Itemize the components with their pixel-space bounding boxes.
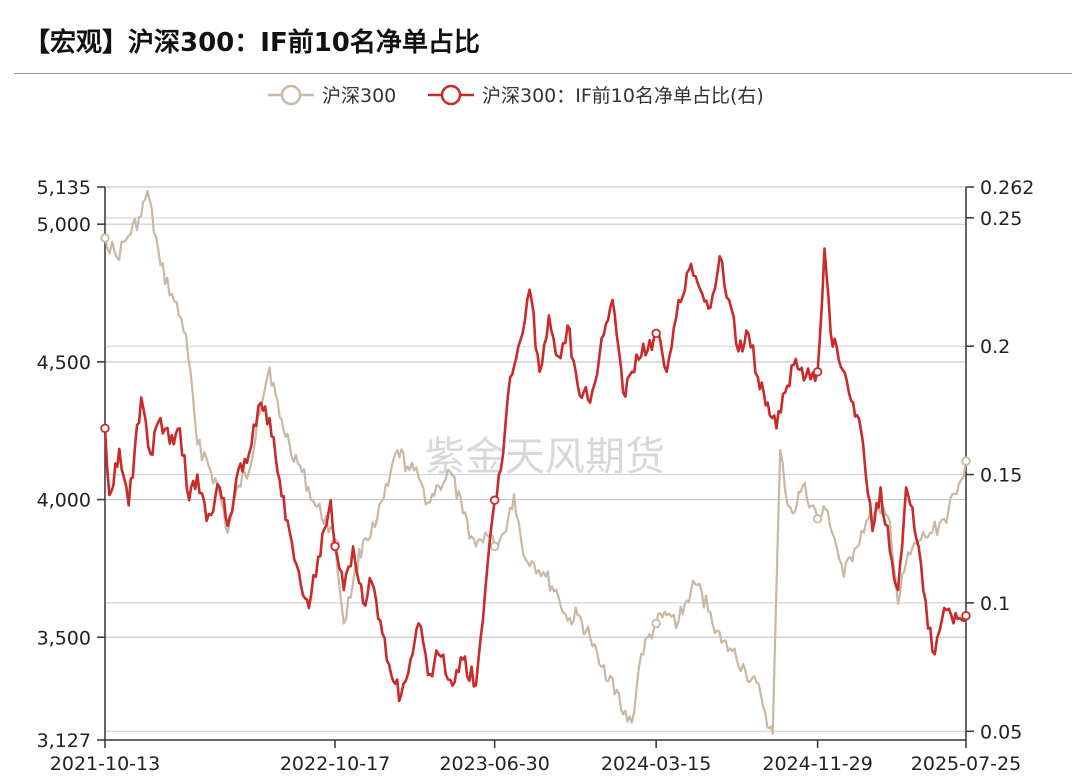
x-tick-label: 2024-11-29 [762, 753, 872, 775]
series-layer [100, 190, 971, 735]
data-point [651, 618, 661, 629]
y-tick-label-left: 5,135 [37, 177, 91, 199]
legend-label: 沪深300：IF前10名净单占比(右) [482, 85, 764, 107]
watermark-layer: 紫金天风期货 [425, 434, 665, 480]
series-line-ratio [103, 247, 968, 703]
data-point [961, 456, 971, 466]
data-point [651, 328, 661, 339]
data-point [489, 541, 500, 552]
y-tick-label-left: 3,127 [37, 730, 91, 752]
y-tick-label-right: 0.2 [980, 336, 1010, 358]
data-point [812, 514, 823, 524]
data-point [100, 423, 110, 434]
x-tick-label: 2024-03-15 [601, 753, 711, 775]
x-tick-label: 2025-07-25 [911, 753, 1021, 775]
data-point [812, 367, 823, 377]
legend-label: 沪深300 [322, 85, 396, 107]
legend-marker [440, 84, 462, 106]
watermark: 紫金天风期货 [425, 434, 665, 480]
y-tick-label-right: 0.1 [980, 593, 1010, 615]
x-tick-label: 2022-10-17 [280, 753, 390, 775]
series-line-hs300 [103, 190, 968, 735]
y-tick-label-right: 0.262 [980, 177, 1034, 199]
y-tick-label-left: 3,500 [37, 627, 91, 649]
y-tick-label-left: 4,000 [37, 490, 91, 512]
y-tick-label-left: 4,500 [37, 352, 91, 374]
grid-lines [105, 186, 966, 732]
data-point [100, 233, 110, 243]
y-tick-label-right: 0.25 [980, 208, 1022, 230]
y-tick-label-right: 0.05 [980, 721, 1022, 743]
data-point [961, 611, 971, 621]
page-title: 【宏观】沪深300：IF前10名净单占比 [24, 28, 480, 58]
data-point [330, 541, 340, 552]
legend-marker [280, 84, 302, 106]
title-divider [14, 73, 1072, 74]
y-tick-label-right: 0.15 [980, 465, 1022, 487]
axes: 3,127 3,500 4,000 4,500 5,000 5,135 0.05 0.1 0.1… [37, 177, 1035, 775]
y-tick-label-left: 5,000 [37, 214, 91, 236]
data-point [489, 495, 500, 505]
x-tick-label: 2023-06-30 [439, 753, 549, 775]
legend: 沪深300 沪深300：IF前10名净单占比(右) [268, 84, 764, 107]
x-tick-label: 2021-10-13 [50, 753, 160, 775]
